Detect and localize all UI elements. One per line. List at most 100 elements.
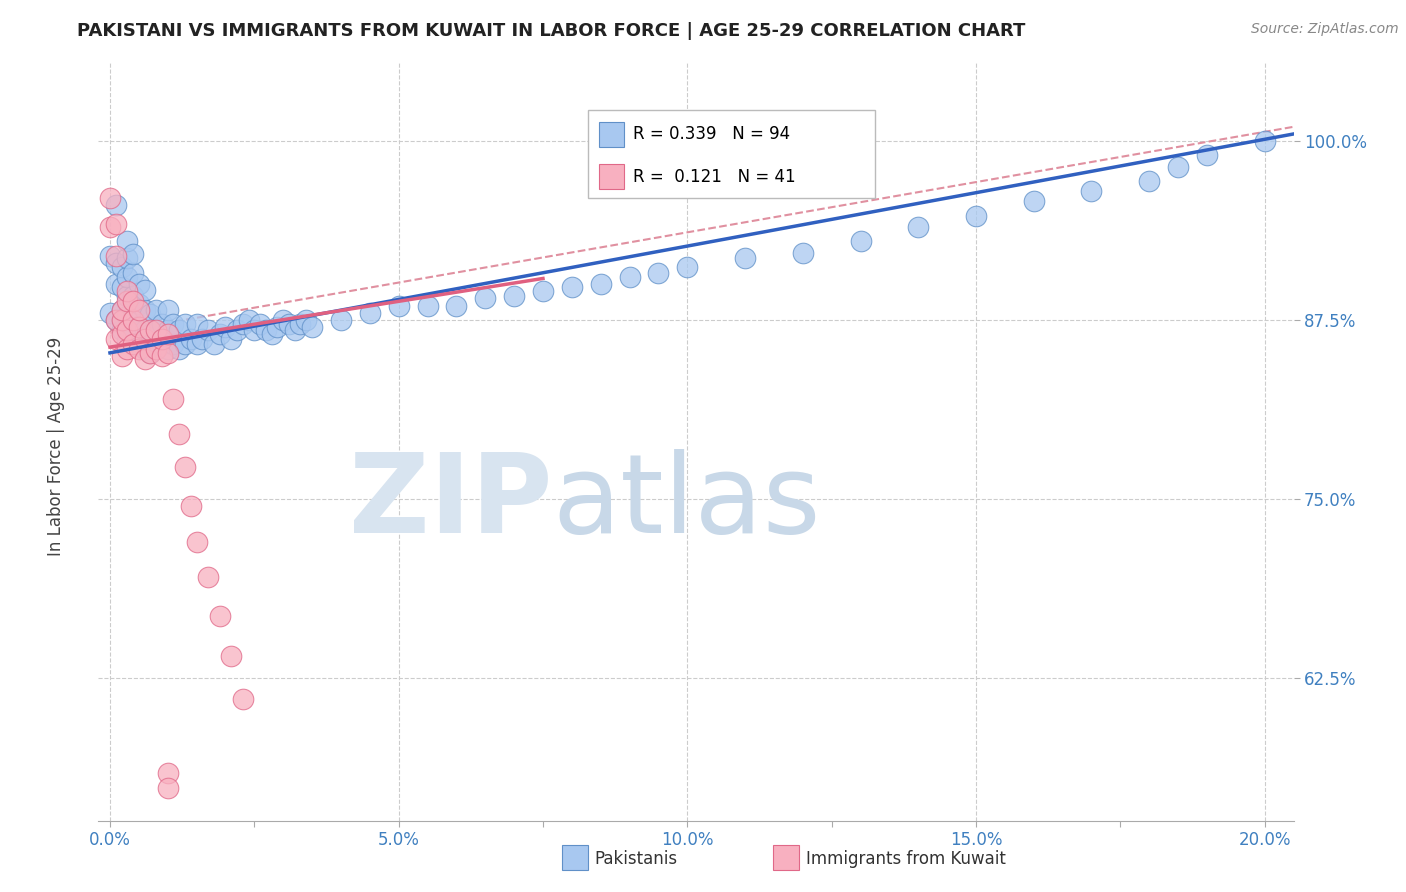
Point [329, 313, 352, 327]
Point [98, 219, 121, 234]
Text: R =  0.121   N = 41: R = 0.121 N = 41 [633, 168, 796, 186]
Point [128, 320, 150, 334]
Point [619, 270, 641, 285]
Text: R = 0.339   N = 94: R = 0.339 N = 94 [633, 125, 790, 144]
Point [1195, 148, 1218, 162]
Point [260, 327, 283, 342]
Point [139, 346, 162, 360]
Point [122, 247, 145, 261]
Point [186, 317, 208, 331]
Point [98, 306, 121, 320]
Point [134, 351, 156, 366]
Point [122, 309, 145, 323]
Point [139, 327, 162, 342]
Point [589, 277, 612, 292]
Point [128, 342, 150, 356]
Point [128, 302, 150, 317]
Point [162, 392, 184, 406]
Point [561, 280, 583, 294]
Point [110, 313, 132, 327]
Point [174, 460, 197, 475]
Point [110, 280, 132, 294]
Point [156, 346, 179, 360]
Point [359, 306, 381, 320]
Point [156, 766, 179, 780]
Point [122, 337, 145, 351]
Point [110, 349, 132, 363]
Text: Pakistanis: Pakistanis [595, 850, 678, 868]
Point [98, 191, 121, 205]
Point [145, 342, 167, 356]
Point [792, 245, 814, 260]
Point [128, 337, 150, 351]
Point [191, 332, 214, 346]
Point [117, 323, 139, 337]
Point [117, 334, 139, 349]
Point [150, 317, 173, 331]
Point [128, 297, 150, 311]
Point [139, 307, 162, 321]
Point [110, 260, 132, 274]
Point [156, 780, 179, 795]
Point [156, 323, 179, 337]
Point [145, 342, 167, 356]
Point [1137, 174, 1160, 188]
Point [301, 320, 323, 334]
Point [474, 292, 496, 306]
Point [156, 342, 179, 356]
Point [117, 285, 139, 299]
Point [290, 317, 312, 331]
Point [122, 327, 145, 342]
Point [278, 317, 301, 331]
Point [208, 609, 231, 624]
Point [104, 198, 127, 212]
Point [167, 427, 190, 442]
Point [162, 337, 184, 351]
Point [117, 252, 139, 266]
Point [238, 313, 260, 327]
Point [104, 313, 127, 327]
Text: PAKISTANI VS IMMIGRANTS FROM KUWAIT IN LABOR FORCE | AGE 25-29 CORRELATION CHART: PAKISTANI VS IMMIGRANTS FROM KUWAIT IN L… [77, 22, 1026, 40]
Point [219, 649, 242, 664]
Point [174, 337, 197, 351]
Point [117, 294, 139, 309]
Point [243, 323, 266, 337]
Point [907, 219, 929, 234]
Point [104, 332, 127, 346]
Text: Immigrants from Kuwait: Immigrants from Kuwait [806, 850, 1005, 868]
Point [122, 313, 145, 327]
Point [197, 323, 219, 337]
Point [226, 323, 249, 337]
Point [232, 317, 254, 331]
Point [531, 285, 554, 299]
Text: atlas: atlas [553, 449, 821, 556]
Point [139, 346, 162, 360]
Point [180, 499, 202, 513]
Point [117, 270, 139, 285]
Point [104, 277, 127, 292]
Point [503, 288, 526, 302]
Point [98, 249, 121, 263]
Point [122, 288, 145, 302]
Point [117, 288, 139, 302]
Point [167, 323, 190, 337]
Text: In Labor Force | Age 25-29: In Labor Force | Age 25-29 [48, 336, 65, 556]
Point [849, 234, 872, 248]
Point [117, 342, 139, 356]
Point [965, 209, 987, 223]
Text: ZIP: ZIP [349, 449, 553, 556]
Point [197, 570, 219, 584]
Point [249, 317, 271, 331]
Point [734, 252, 756, 266]
Point [174, 317, 197, 331]
Point [284, 323, 307, 337]
Point [1253, 134, 1275, 148]
Point [145, 323, 167, 337]
Point [1167, 160, 1189, 174]
Point [232, 692, 254, 706]
Point [647, 266, 669, 280]
Point [266, 320, 288, 334]
Point [134, 342, 156, 356]
Point [150, 337, 173, 351]
Point [110, 302, 132, 317]
